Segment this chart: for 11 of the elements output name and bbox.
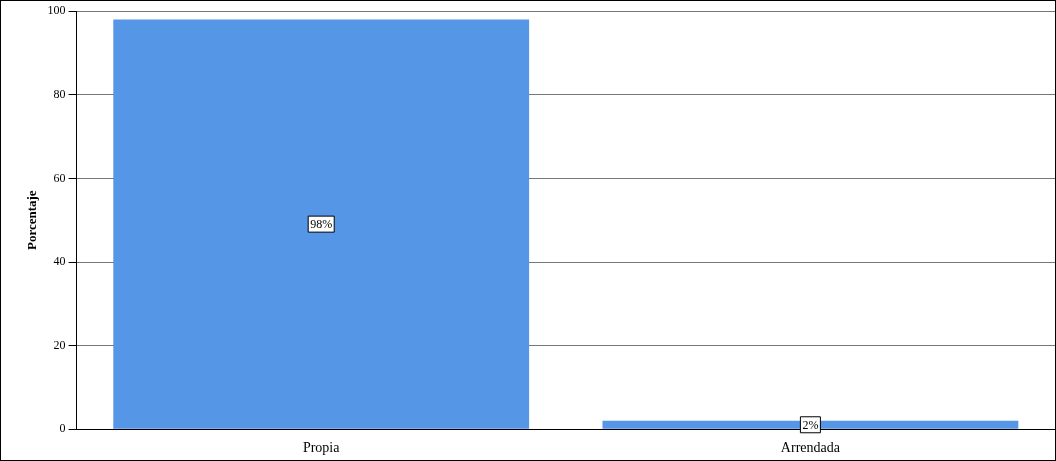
y-tick-label: 0 bbox=[59, 421, 66, 436]
data-label: 2% bbox=[802, 417, 819, 432]
y-tick-label: 100 bbox=[47, 3, 66, 18]
y-tick-label: 20 bbox=[53, 337, 66, 352]
x-tick-label: Propia bbox=[302, 440, 341, 456]
y-tick-label: 60 bbox=[53, 170, 66, 185]
x-tick-label: Arrendada bbox=[780, 440, 841, 456]
y-tick-label: 40 bbox=[53, 254, 66, 269]
y-axis-title: Porcentaje bbox=[24, 190, 40, 251]
y-tick-label: 80 bbox=[53, 86, 66, 101]
data-label: 98% bbox=[310, 217, 333, 232]
